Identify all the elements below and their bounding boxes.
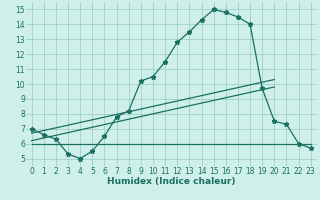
X-axis label: Humidex (Indice chaleur): Humidex (Indice chaleur) (107, 177, 236, 186)
